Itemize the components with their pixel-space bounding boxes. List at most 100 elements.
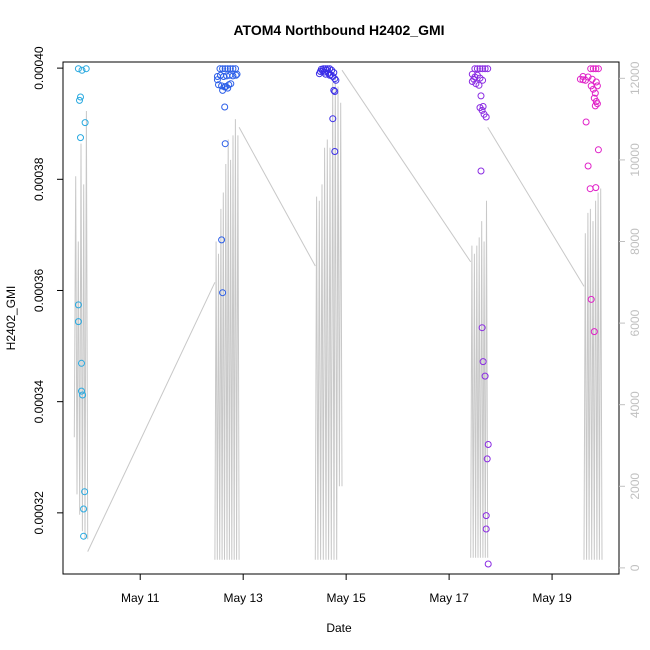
y-axis-label: H2402_GMI [4,286,18,351]
data-point-s4-22 [477,167,485,175]
data-point-s4-5 [479,65,487,73]
secondary-trace-segment-4 [470,200,489,558]
data-point-s3-19 [332,76,340,84]
secondary-trace-segment-1 [73,110,89,540]
plot-frame [62,61,620,575]
axes-group: May 11 May 13 May 15 May 17 May 19 0.00032 0.0… [32,46,642,605]
data-point-s3-18 [326,71,334,79]
data-point-s3-17 [322,70,330,78]
secondary-trace-bridge-2 [238,127,316,267]
data-point-s2-3 [219,65,227,73]
data-point-s5-9 [584,73,592,81]
data-point-s3-23 [331,148,339,155]
secondary-trace-segment-5 [583,188,603,560]
y-tick-label-4: 0.00038 [32,157,46,201]
data-point-s5-24 [592,184,600,192]
data-point-s2-14 [229,72,237,80]
data-point-s4-26 [484,441,492,448]
data-point-s2-28 [219,289,227,297]
data-point-s2-17 [215,81,222,89]
y2-tick-label-6: 10000 [628,143,642,177]
data-point-s5-21 [594,146,602,154]
data-point-s4-23 [478,324,486,332]
data-point-s1-7 [77,134,84,142]
scatter-points-group [74,65,602,568]
data-point-s2-4 [221,65,229,73]
data-point-s5-8 [579,73,587,80]
data-point-s4-13 [470,75,478,83]
x-tick-label-1: May 11 [121,591,160,605]
data-point-s5-26 [587,295,595,303]
data-point-s2-18 [218,82,226,90]
data-point-s1-12 [79,391,87,399]
data-point-s5-23 [586,185,594,193]
data-point-s1-5 [77,93,84,101]
data-point-s4-2 [471,65,479,73]
data-point-s4-21 [482,113,490,121]
y2-tick-label-3: 4000 [628,391,642,418]
data-point-s5-14 [591,89,599,97]
data-point-s5-19 [593,100,601,108]
data-point-s2-25 [221,103,229,111]
x-axis-label: Date [326,621,352,635]
data-point-s1-11 [78,387,85,395]
data-point-s4-25 [481,372,489,380]
secondary-trace-group [73,69,603,560]
data-point-s4-4 [476,65,484,73]
data-point-s5-15 [593,82,601,90]
data-point-s5-5 [589,65,597,73]
chart-title: ATOM4 Northbound H2402_GMI [233,22,444,38]
data-point-s2-15 [232,71,240,79]
data-point-s2-2 [216,65,224,73]
data-point-s5-20 [582,118,590,126]
x-tick-label-4: May 17 [429,591,469,605]
data-point-s4-27 [483,455,491,463]
data-point-s3-16 [331,75,339,83]
data-point-s4-3 [473,65,481,73]
x-tick-label-3: May 15 [326,591,366,605]
data-point-s4-12 [479,76,487,84]
data-point-s4-29 [482,525,490,533]
data-point-s3-22 [329,115,337,123]
data-point-s4-19 [479,103,487,110]
data-point-s4-18 [478,106,486,114]
secondary-trace-bridge-3 [341,69,472,263]
y-tick-label-2: 0.00034 [32,380,46,424]
data-point-s2-7 [229,65,237,73]
data-point-s5-7 [594,65,602,73]
data-point-s2-5 [224,65,232,73]
data-point-s5-11 [592,78,600,86]
data-point-s1-2 [78,66,86,74]
data-point-s4-6 [481,65,489,73]
y-tick-label-5: 0.00040 [32,46,46,90]
secondary-trace-bridge-4 [487,127,585,287]
secondary-trace-bridge-1 [87,282,216,552]
data-point-s5-6 [592,65,600,73]
data-point-s1-10 [78,359,85,367]
data-point-s3-20 [330,86,338,94]
data-point-s1-1 [74,65,82,73]
data-point-s2-26 [221,140,229,148]
x-tick-label-5: May 19 [532,591,572,605]
data-point-s4-15 [475,81,483,89]
data-point-s5-16 [590,94,598,102]
data-point-s4-30 [484,560,492,568]
secondary-trace-segment-3 [314,74,343,560]
x-tick-label-2: May 13 [224,591,264,605]
data-point-s2-24 [225,81,233,89]
data-point-s4-24 [479,358,487,366]
data-point-s3-21 [331,88,339,95]
y2-tick-label-1: 0 [628,564,642,571]
data-point-s5-25 [590,328,598,336]
data-point-s1-6 [81,119,89,127]
y2-tick-label-7: 12000 [628,61,642,95]
data-point-s4-7 [484,65,492,73]
data-point-s1-15 [80,532,88,540]
data-point-s5-18 [591,102,599,110]
data-point-s1-13 [81,488,89,496]
data-point-s1-8 [74,301,82,309]
data-point-s2-16 [233,70,241,78]
data-point-s5-22 [584,162,592,170]
